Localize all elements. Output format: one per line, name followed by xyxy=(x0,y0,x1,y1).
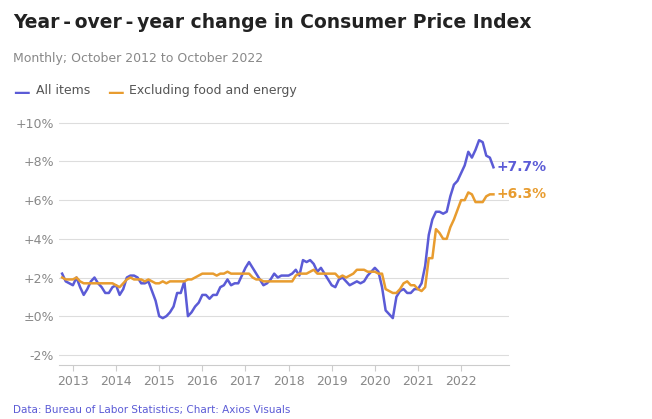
Text: Year - over - year change in Consumer Price Index: Year - over - year change in Consumer Pr… xyxy=(13,13,531,31)
Text: All items: All items xyxy=(36,84,90,97)
Text: +7.7%: +7.7% xyxy=(497,160,547,174)
Text: Data: Bureau of Labor Statistics; Chart: Axios Visuals: Data: Bureau of Labor Statistics; Chart:… xyxy=(13,405,290,415)
Text: Excluding food and energy: Excluding food and energy xyxy=(129,84,297,97)
Text: —: — xyxy=(13,84,29,102)
Text: +6.3%: +6.3% xyxy=(497,187,547,202)
Text: —: — xyxy=(108,84,124,102)
Text: Monthly; October 2012 to October 2022: Monthly; October 2012 to October 2022 xyxy=(13,52,263,65)
